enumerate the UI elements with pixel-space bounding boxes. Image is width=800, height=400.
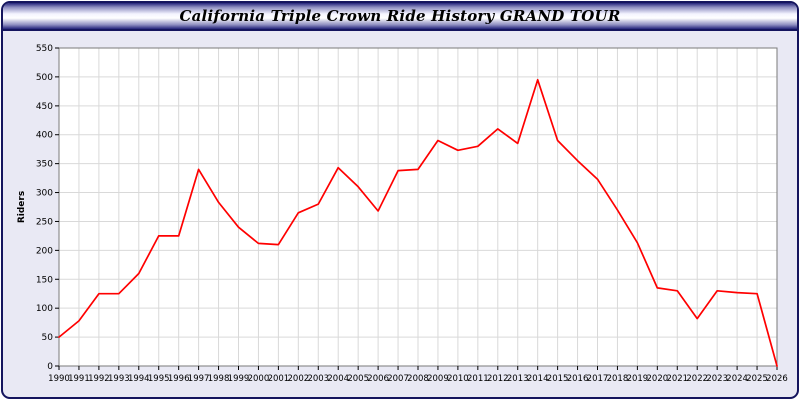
ride-history-line-chart: 0501001502002503003504004505005501990199… [17, 44, 788, 384]
x-tick-label: 1990 [48, 374, 70, 384]
x-tick-label: 2024 [726, 374, 748, 384]
x-tick-label: 1994 [128, 374, 150, 384]
x-tick-label: 1993 [108, 374, 130, 384]
x-tick-label: 2022 [686, 374, 708, 384]
x-tick-label: 2025 [746, 374, 768, 384]
x-tick-label: 2026 [766, 374, 788, 384]
y-tick-label: 550 [36, 44, 53, 54]
x-tick-label: 1991 [68, 374, 90, 384]
y-tick-label: 150 [36, 275, 53, 285]
x-tick-label: 1997 [188, 374, 210, 384]
x-tick-label: 2015 [547, 374, 569, 384]
x-tick-label: 1999 [228, 374, 250, 384]
x-tick-label: 2018 [607, 374, 629, 384]
y-tick-label: 300 [36, 189, 53, 199]
series-line-riders [58, 78, 778, 367]
x-tick-label: 2009 [427, 374, 449, 384]
x-tick-label: 2008 [407, 374, 429, 384]
x-tick-label: 1992 [88, 374, 110, 384]
x-tick-label: 2010 [447, 374, 469, 384]
x-tick-label: 2005 [347, 374, 369, 384]
gridlines [58, 47, 778, 367]
x-tick-label: 2003 [307, 374, 329, 384]
chart-panel: 0 50 100 150 200 250 300 350 400 450 500 550 1990 199… [3, 31, 797, 397]
x-tick-label: 2000 [248, 374, 270, 384]
x-tick-label: 2001 [268, 374, 290, 384]
page-title: California Triple Crown Ride History GRA… [179, 7, 621, 25]
y-tick-label: 400 [36, 131, 53, 141]
y-axis: 0 50 100 150 200 250 300 350 400 450 500 550 [36, 44, 59, 372]
x-tick-label: 2016 [567, 374, 589, 384]
x-tick-label: 2006 [367, 374, 389, 384]
x-tick-label: 2014 [527, 374, 549, 384]
x-tick-label: 2021 [666, 374, 688, 384]
y-tick-label: 50 [42, 333, 54, 343]
x-tick-label: 2023 [706, 374, 728, 384]
x-tick-label: 2002 [288, 374, 310, 384]
y-tick-label: 250 [36, 217, 53, 227]
y-tick-label: 200 [36, 246, 53, 256]
x-tick-label: 1996 [168, 374, 190, 384]
y-axis-title: Riders [17, 191, 27, 223]
y-tick-label: 0 [47, 362, 53, 372]
x-tick-label: 2011 [467, 374, 489, 384]
x-tick-label: 1995 [148, 374, 170, 384]
y-tick-label: 350 [36, 160, 53, 170]
x-tick-label: 2019 [627, 374, 649, 384]
y-tick-label: 500 [36, 73, 53, 83]
title-bar: California Triple Crown Ride History GRA… [3, 3, 797, 31]
x-tick-label: 2013 [507, 374, 529, 384]
x-tick-label: 1998 [208, 374, 230, 384]
x-tick-label: 2012 [487, 374, 509, 384]
x-tick-label: 2007 [387, 374, 409, 384]
x-axis: 1990199119921993199419951996199719981999… [48, 366, 788, 384]
x-tick-label: 2020 [647, 374, 669, 384]
x-tick-label: 2017 [587, 374, 609, 384]
y-tick-label: 100 [36, 304, 53, 314]
x-tick-label: 2004 [327, 374, 349, 384]
y-tick-label: 450 [36, 102, 53, 112]
